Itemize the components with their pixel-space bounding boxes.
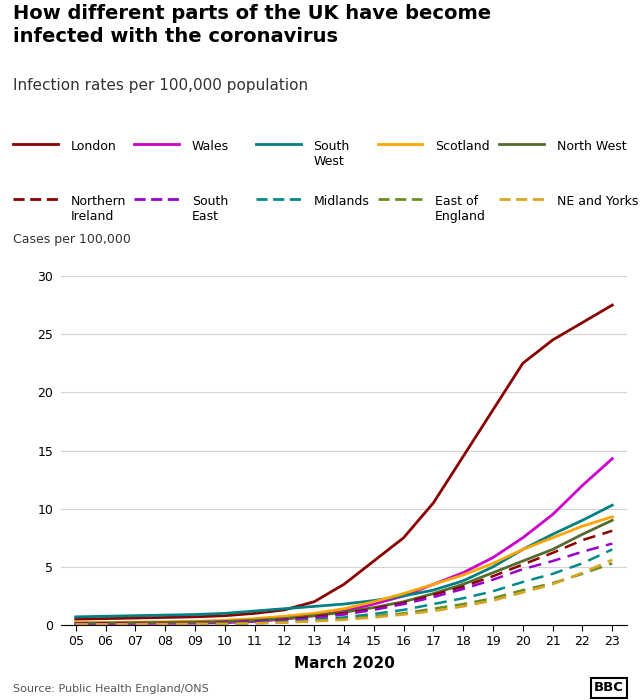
Text: London: London xyxy=(70,140,116,153)
Text: NE and Yorks: NE and Yorks xyxy=(557,195,638,208)
Text: BBC: BBC xyxy=(594,681,624,694)
Text: Cases per 100,000: Cases per 100,000 xyxy=(13,234,131,246)
Text: Wales: Wales xyxy=(192,140,229,153)
Text: North West: North West xyxy=(557,140,627,153)
Text: Infection rates per 100,000 population: Infection rates per 100,000 population xyxy=(13,78,308,93)
Text: Source: Public Health England/ONS: Source: Public Health England/ONS xyxy=(13,685,209,694)
Text: Northern
Ireland: Northern Ireland xyxy=(70,195,126,223)
Text: East of
England: East of England xyxy=(435,195,486,223)
Text: Scotland: Scotland xyxy=(435,140,490,153)
Text: How different parts of the UK have become
infected with the coronavirus: How different parts of the UK have becom… xyxy=(13,4,491,46)
X-axis label: March 2020: March 2020 xyxy=(294,656,394,671)
Text: South
West: South West xyxy=(314,140,350,168)
Text: South
East: South East xyxy=(192,195,228,223)
Text: Midlands: Midlands xyxy=(314,195,369,208)
